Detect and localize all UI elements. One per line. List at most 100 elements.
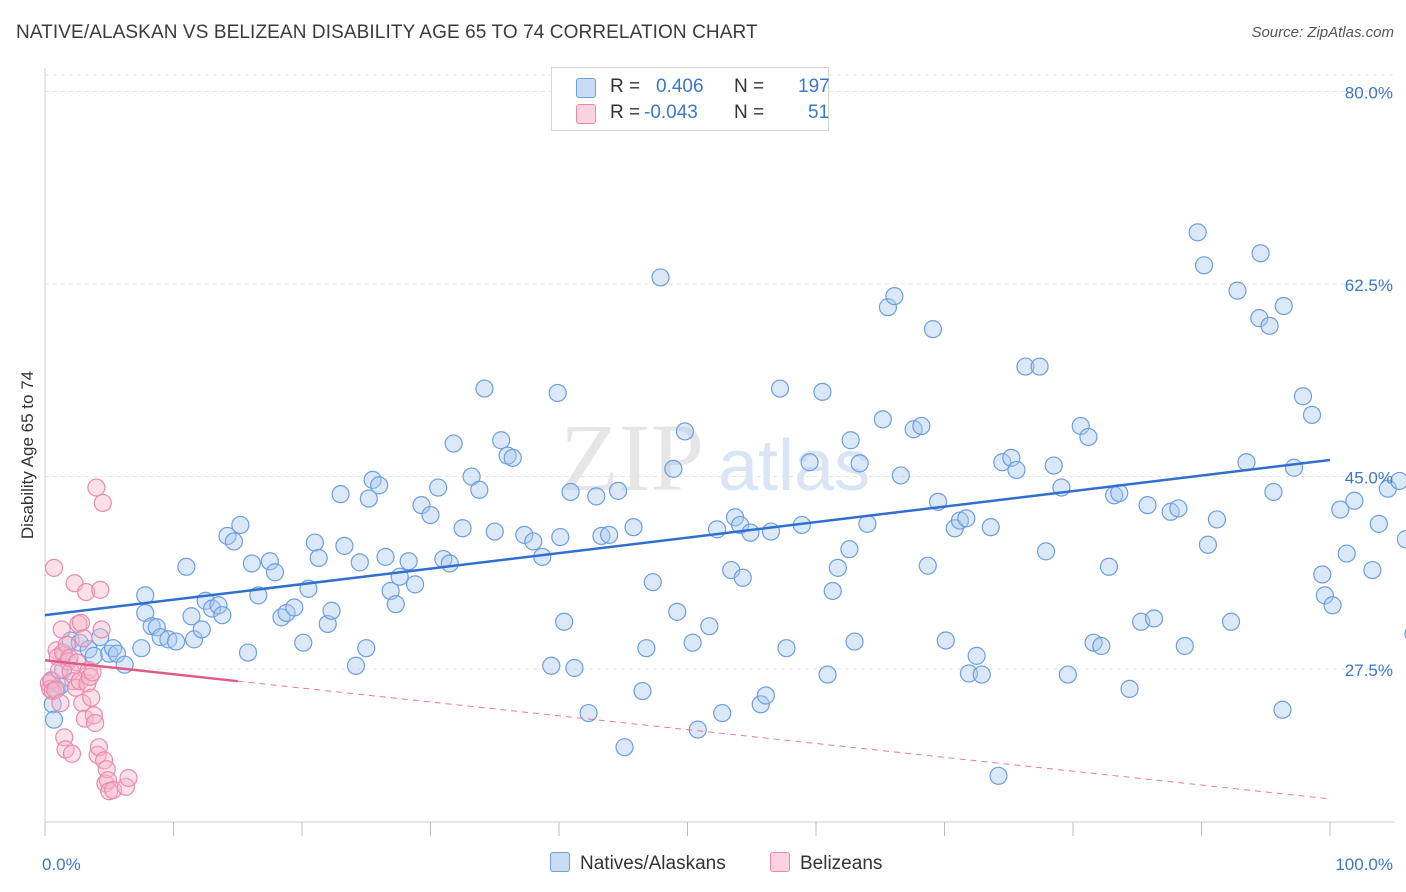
legend-n-value: 51	[808, 102, 830, 123]
natives-point	[322, 601, 341, 620]
natives-point	[429, 478, 448, 497]
natives-point	[242, 554, 261, 573]
natives-point	[858, 514, 877, 533]
watermark-zip: ZIP	[560, 404, 704, 511]
legend-n-label: N =	[734, 76, 765, 97]
belizeans-point	[71, 613, 91, 632]
natives-point	[615, 738, 634, 757]
natives-point	[309, 548, 328, 568]
natives-point	[873, 410, 892, 429]
bottom-legend-belizeans: Belizeans	[770, 852, 882, 875]
belizeans-point	[83, 663, 102, 682]
natives-point	[542, 656, 561, 675]
natives-point	[485, 522, 504, 541]
natives-point	[592, 526, 611, 546]
natives-point	[1044, 456, 1063, 475]
natives-point	[1188, 223, 1207, 242]
belizeans-point	[119, 768, 138, 788]
natives-point	[1120, 679, 1139, 698]
natives-point	[470, 480, 489, 499]
natives-point	[1293, 387, 1313, 406]
natives-point	[231, 515, 250, 535]
bottom-legend-label-belizeans: Belizeans	[800, 853, 883, 874]
natives-point	[285, 598, 304, 617]
y-tick-label: 80.0%	[1345, 84, 1393, 103]
natives-point	[412, 496, 431, 515]
natives-point	[492, 431, 511, 450]
natives-point	[713, 703, 732, 723]
natives-point	[1092, 636, 1111, 656]
natives-point	[841, 431, 860, 450]
natives-point	[43, 695, 62, 714]
natives-point	[813, 382, 832, 401]
bottom-legend-swatch-blue	[550, 852, 570, 872]
natives-point	[1331, 500, 1350, 519]
natives-point	[1016, 357, 1035, 376]
natives-point	[1273, 700, 1292, 719]
natives-point	[359, 489, 378, 508]
natives-point	[166, 632, 186, 651]
natives-point	[192, 620, 211, 639]
belizeans-point	[74, 629, 93, 648]
belizeans-point	[44, 558, 64, 577]
natives-point	[683, 633, 702, 652]
natives-point	[177, 557, 196, 576]
natives-point	[912, 416, 931, 436]
natives-point	[1264, 482, 1283, 502]
natives-point	[1345, 491, 1364, 510]
natives-point	[1337, 544, 1356, 563]
belizeans-trend-extension	[237, 680, 1331, 800]
natives-point	[885, 287, 904, 306]
natives-point	[637, 639, 656, 658]
series-belizeans-points	[39, 478, 138, 801]
natives-point	[1144, 609, 1164, 628]
natives-point	[959, 664, 979, 683]
natives-point	[1363, 560, 1382, 580]
natives-point	[651, 268, 670, 287]
belizeans-point	[52, 620, 71, 639]
bottom-legend-swatch-pink	[770, 852, 790, 872]
natives-point	[1036, 542, 1056, 561]
natives-point	[376, 547, 395, 566]
natives-point	[260, 552, 279, 571]
natives-trend-line	[44, 458, 1331, 617]
natives-point	[668, 602, 687, 621]
y-axis-label: Disability Age 65 to 74	[18, 371, 37, 539]
belizeans-point	[91, 580, 110, 599]
chart-title: NATIVE/ALASKAN VS BELIZEAN DISABILITY AG…	[16, 22, 758, 43]
natives-point	[1198, 535, 1218, 554]
natives-point	[238, 643, 258, 662]
natives-point	[777, 639, 796, 658]
natives-point	[850, 454, 869, 473]
legend-n-label: N =	[734, 102, 765, 123]
natives-point	[213, 606, 232, 625]
natives-point	[1079, 427, 1098, 447]
natives-point	[346, 656, 366, 675]
natives-point	[1390, 471, 1406, 491]
natives-point	[357, 639, 376, 658]
y-tick-label: 27.5%	[1345, 661, 1393, 680]
natives-point	[579, 703, 598, 723]
natives-point	[1396, 530, 1406, 549]
bottom-legend-natives: Natives/Alaskans	[550, 852, 726, 875]
legend-swatch-blue	[576, 78, 596, 98]
natives-point	[587, 487, 606, 506]
natives-point	[741, 523, 760, 542]
watermark: ZIP atlas	[560, 404, 870, 511]
natives-point	[664, 459, 683, 478]
belizeans-point	[93, 493, 112, 513]
natives-point	[421, 505, 440, 525]
belizeans-trend-line	[44, 659, 238, 683]
natives-point	[891, 466, 910, 485]
belizeans-point	[92, 620, 111, 639]
natives-point	[1260, 316, 1279, 335]
bottom-legend-label-natives: Natives/Alaskans	[580, 853, 726, 874]
natives-point	[1251, 244, 1270, 263]
natives-point	[132, 639, 151, 658]
natives-point	[561, 482, 580, 502]
natives-point	[1058, 665, 1077, 684]
x-tick-label-min: 0.0%	[42, 855, 81, 874]
natives-point	[44, 710, 64, 729]
natives-point	[633, 681, 652, 701]
